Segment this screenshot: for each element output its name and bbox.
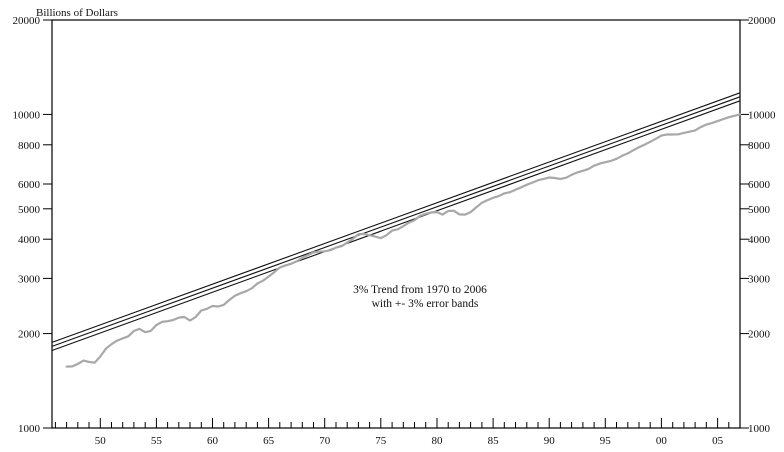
y-tick-label-left: 2000 <box>18 329 41 341</box>
annotation-line-1: 3% Trend from 1970 to 2006 <box>353 284 487 296</box>
series-line <box>65 113 742 368</box>
y-axis: 1000 1000 2000 2000 3000 3000 4000 4000 5000 5000… <box>13 15 777 435</box>
y-tick-label-right: 4000 <box>748 234 771 246</box>
plot-frame <box>51 19 741 429</box>
trend-lower-band <box>51 100 741 352</box>
x-tick-label: 90 <box>544 435 556 447</box>
y-tick-label-left: 8000 <box>18 140 41 152</box>
x-axis: 50 55 60 65 70 75 80 85 90 95 00 05 <box>54 418 741 447</box>
x-tick-label: 50 <box>95 435 107 447</box>
x-tick-label: 55 <box>151 435 163 447</box>
y-tick-label-right: 20000 <box>748 15 776 27</box>
annotation-line-2: with +- 3% error bands <box>372 298 479 310</box>
annotation: 3% Trend from 1970 to 2006 with +- 3% er… <box>353 284 487 310</box>
y-tick-label-right: 6000 <box>748 179 771 191</box>
y-tick-label-left: 4000 <box>18 234 41 246</box>
plot-lines <box>51 92 742 368</box>
y-tick-label-right: 2000 <box>748 329 771 341</box>
x-tick-label: 65 <box>263 435 275 447</box>
x-tick-label: 95 <box>600 435 612 447</box>
y-tick-label-right: 1000 <box>748 423 771 435</box>
x-tick-label: 60 <box>207 435 219 447</box>
y-tick-label-right: 3000 <box>748 273 771 285</box>
y-tick-label-left: 3000 <box>18 273 41 285</box>
x-tick-label: 80 <box>432 435 444 447</box>
x-tick-label: 70 <box>319 435 331 447</box>
trend-upper-band <box>51 92 741 343</box>
y-tick-label-right: 8000 <box>748 140 771 152</box>
x-tick-label: 00 <box>656 435 668 447</box>
y-tick-label-left: 6000 <box>18 179 41 191</box>
y-tick-label-left: 20000 <box>13 15 41 27</box>
y-tick-label-right: 5000 <box>748 204 771 216</box>
y-tick-label-left: 10000 <box>13 109 41 121</box>
x-tick-label: 05 <box>712 435 724 447</box>
x-tick-label: 75 <box>375 435 387 447</box>
y-tick-label-left: 1000 <box>18 423 41 435</box>
x-tick-label: 85 <box>488 435 500 447</box>
trend-line <box>51 96 741 347</box>
y-tick-label-left: 5000 <box>18 204 41 216</box>
y-axis-unit-label: Billions of Dollars <box>36 7 118 19</box>
y-tick-label-right: 10000 <box>748 109 776 121</box>
